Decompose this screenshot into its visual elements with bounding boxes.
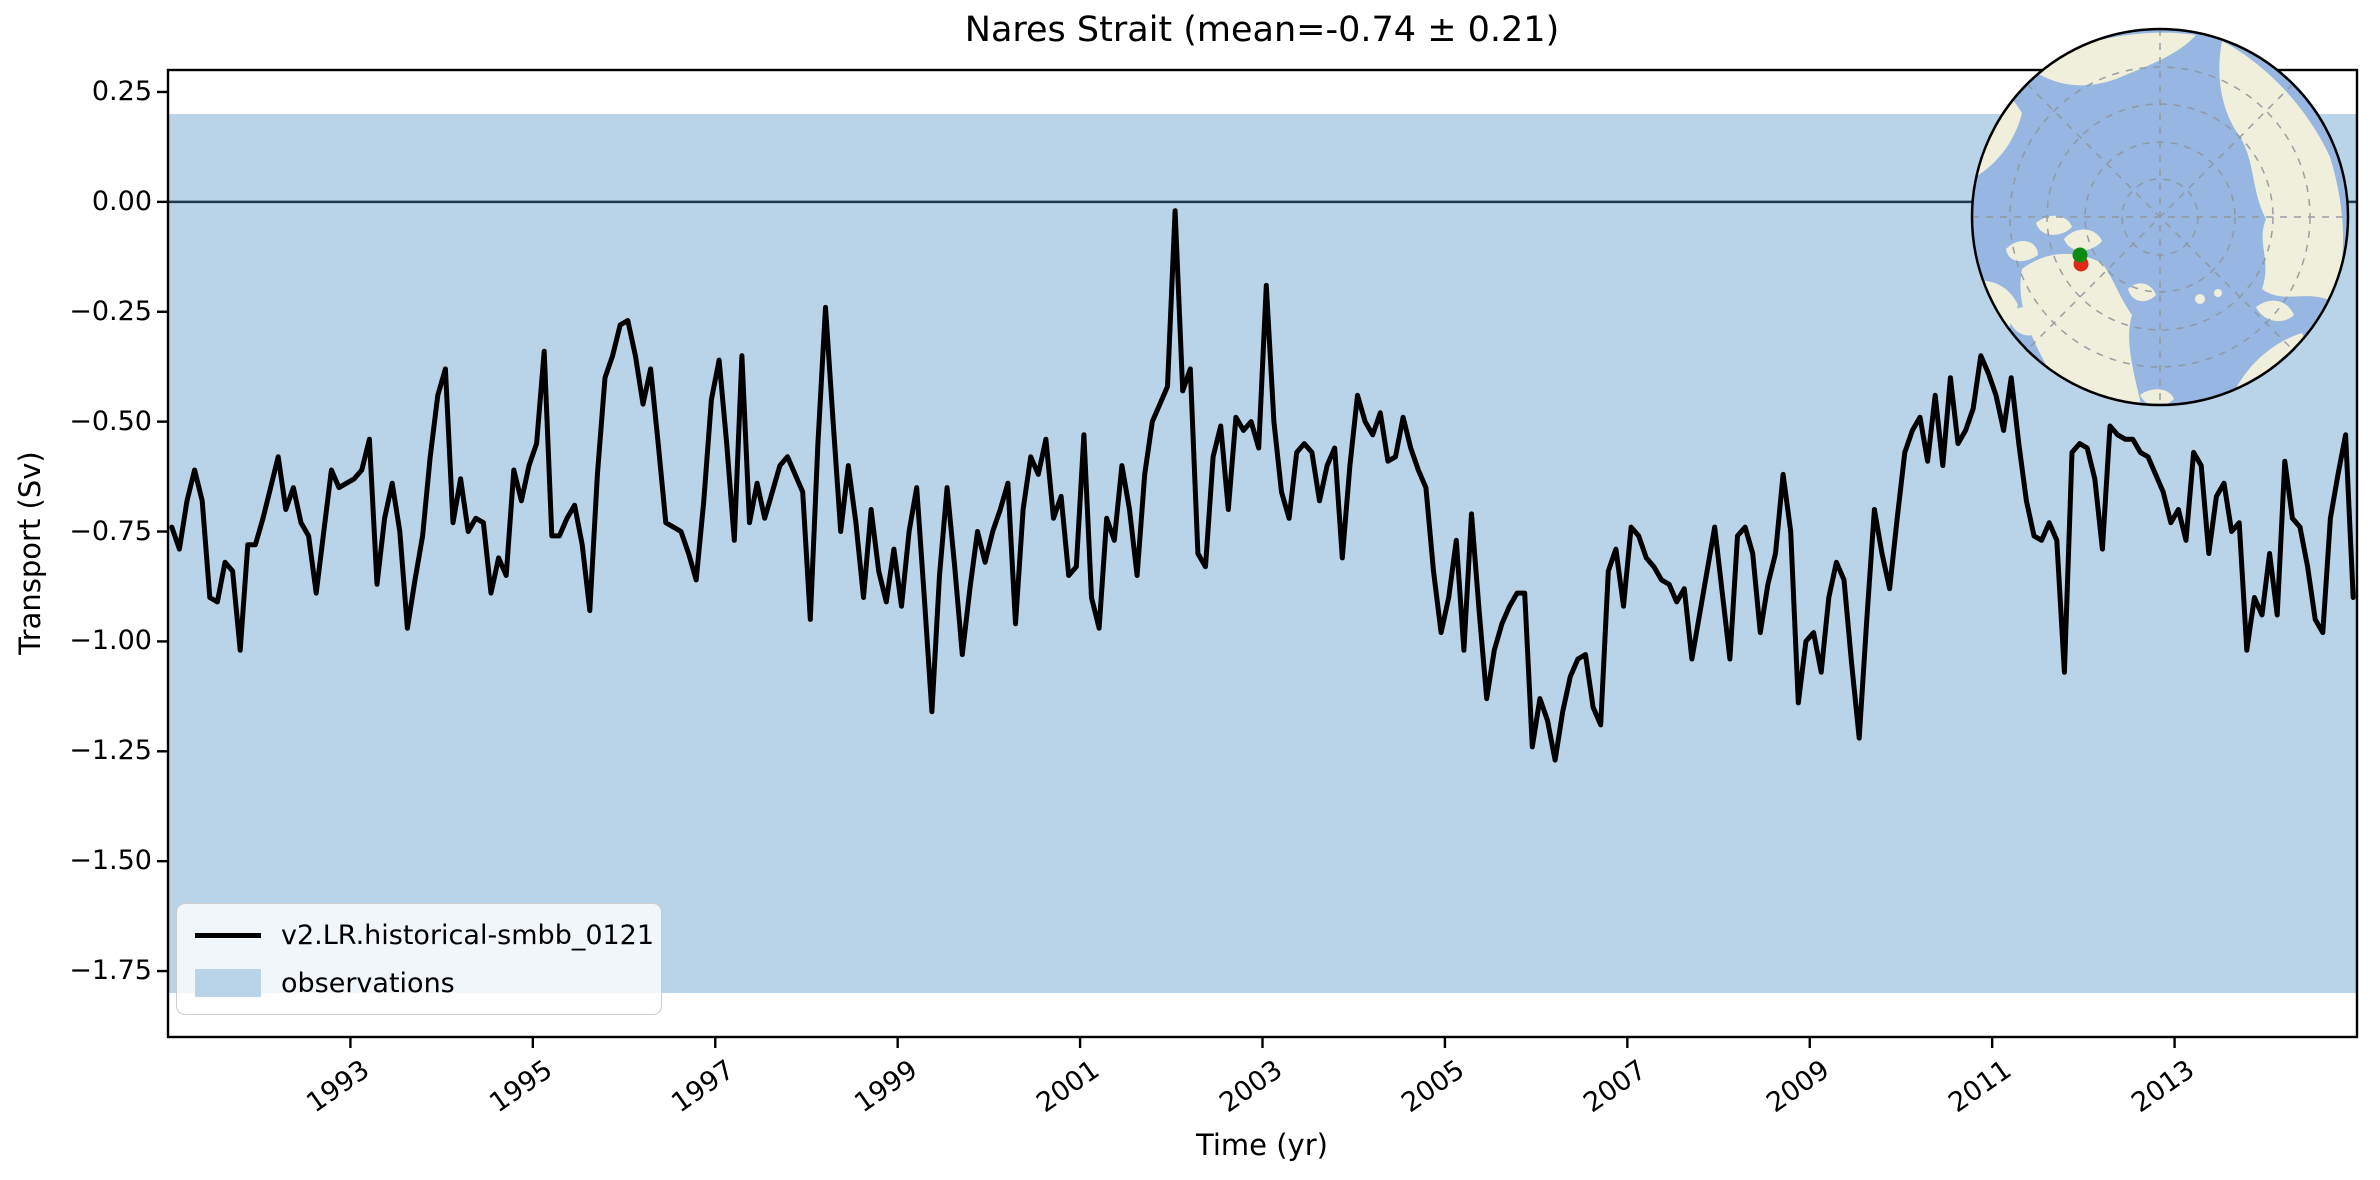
map-landmass xyxy=(2030,32,2196,86)
y-tick-label: −1.50 xyxy=(69,845,152,877)
map-landmass xyxy=(2140,389,2174,405)
y-tick-label: −0.50 xyxy=(69,405,152,437)
y-axis-label: Transport (Sv) xyxy=(13,451,47,655)
legend-row-series: v2.LR.historical-smbb_0121 xyxy=(195,916,654,954)
map-border xyxy=(1970,27,2350,407)
map-landmass xyxy=(2006,241,2038,262)
series-line-swatch xyxy=(195,932,261,938)
y-tick-label: 0.00 xyxy=(91,185,152,217)
marker-green xyxy=(2072,247,2088,263)
map-island xyxy=(2195,294,2205,304)
series-line xyxy=(169,208,2356,763)
map-landmass xyxy=(2219,41,2344,301)
y-tick-label: −0.25 xyxy=(69,295,152,327)
y-tick-label: −1.75 xyxy=(69,955,152,987)
x-axis-label: Time (yr) xyxy=(1196,1128,1328,1162)
map-landmass xyxy=(2036,215,2072,235)
y-tick-label: −0.75 xyxy=(69,515,152,547)
legend-row-observations: observations xyxy=(195,964,643,1002)
map-landmass xyxy=(2064,229,2102,251)
chart-title: Nares Strait (mean=-0.74 ± 0.21) xyxy=(964,10,1560,50)
map-landmass xyxy=(2020,253,2144,405)
legend: v2.LR.historical-smbb_0121 observations xyxy=(176,903,662,1015)
y-tick-label: 0.25 xyxy=(91,75,152,107)
observations-band-swatch xyxy=(195,969,261,997)
map-landmass xyxy=(2256,300,2294,322)
legend-observations-label: observations xyxy=(281,967,455,999)
inset-map xyxy=(1970,27,2350,407)
legend-series-label: v2.LR.historical-smbb_0121 xyxy=(281,919,655,951)
map-graticule xyxy=(1972,29,2348,405)
y-tick-label: −1.00 xyxy=(69,625,152,657)
y-tick-label: −1.25 xyxy=(69,735,152,767)
map-landmass xyxy=(2008,307,2044,336)
tick-marks xyxy=(157,90,2176,1048)
map-island xyxy=(2214,289,2222,297)
